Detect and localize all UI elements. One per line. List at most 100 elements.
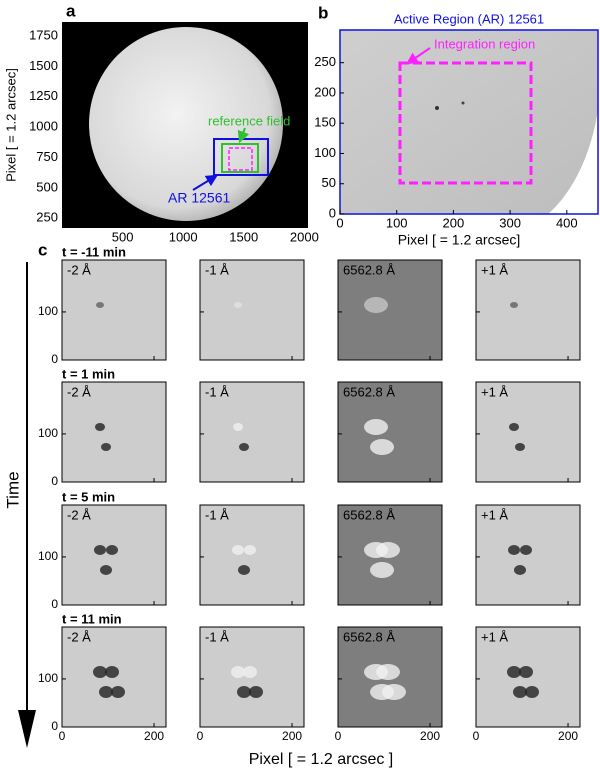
y-tick-label: 0 xyxy=(51,352,58,366)
filtergram xyxy=(61,504,167,606)
y-tick-label: 100 xyxy=(314,145,336,160)
ar-label: AR 12561 xyxy=(168,190,230,206)
x-tick-label: 200 xyxy=(558,729,578,743)
feature xyxy=(514,565,526,575)
wavelength-label: -1 Å xyxy=(205,629,229,644)
y-tick-label: 250 xyxy=(314,54,336,69)
wavelength-label: -1 Å xyxy=(205,384,229,399)
panel-label: c xyxy=(38,240,47,259)
filtergram xyxy=(61,381,167,483)
annotation: Integration region xyxy=(434,36,535,51)
x-tick-label: 200 xyxy=(420,729,440,743)
sunspot xyxy=(435,106,439,110)
x-tick-label: 1500 xyxy=(229,229,258,244)
feature xyxy=(525,686,539,698)
wavelength-label: -2 Å xyxy=(67,262,91,277)
feature xyxy=(519,666,533,678)
wavelength-label: -1 Å xyxy=(205,507,229,522)
feature xyxy=(99,686,113,698)
wavelength-label: +1 Å xyxy=(481,507,508,522)
feature xyxy=(376,664,400,680)
wavelength-label: 6562.8 Å xyxy=(343,507,395,522)
x-tick-label: 2000 xyxy=(290,229,319,244)
feature xyxy=(111,686,125,698)
x-axis-label: Pixel [ = 1.2 arcsec ] xyxy=(249,751,394,768)
wavelength-label: +1 Å xyxy=(481,384,508,399)
feature xyxy=(364,297,388,313)
y-tick-label: 50 xyxy=(322,175,336,190)
x-tick-label: 0 xyxy=(335,729,342,743)
x-tick-label: 1000 xyxy=(169,229,198,244)
y-tick-label: 100 xyxy=(38,549,58,563)
y-tick-label: 0 xyxy=(329,205,336,220)
feature xyxy=(249,686,263,698)
feature xyxy=(244,545,256,555)
time-label: t = -11 min xyxy=(62,244,126,259)
time-label: t = 1 min xyxy=(62,366,115,381)
x-tick-label: 0 xyxy=(473,729,480,743)
y-axis-label: Pixel [ = 1.2 arcsec] xyxy=(3,68,18,182)
feature xyxy=(101,443,111,451)
filtergram xyxy=(337,259,443,361)
feature xyxy=(232,545,244,555)
wavelength-label: 6562.8 Å xyxy=(343,384,395,399)
x-tick-label: 200 xyxy=(443,215,465,230)
feature xyxy=(370,439,394,455)
y-tick-label: 0 xyxy=(51,597,58,611)
filtergram xyxy=(337,381,443,483)
feature xyxy=(513,686,527,698)
panel-title: Active Region (AR) 12561 xyxy=(394,11,544,26)
wavelength-label: 6562.8 Å xyxy=(343,629,395,644)
feature xyxy=(106,545,118,555)
filtergram xyxy=(475,259,581,361)
filtergram xyxy=(199,259,305,361)
panel-label: b xyxy=(318,3,328,22)
feature xyxy=(370,562,394,578)
wavelength-label: +1 Å xyxy=(481,629,508,644)
wavelength-label: +1 Å xyxy=(481,262,508,277)
feature xyxy=(507,666,521,678)
time-arrow-head xyxy=(18,710,36,748)
feature xyxy=(96,302,104,308)
limb xyxy=(548,110,598,214)
y-tick-label: 150 xyxy=(314,115,336,130)
y-tick-label: 750 xyxy=(36,149,58,164)
integration-arrow xyxy=(406,47,431,65)
x-tick-label: 0 xyxy=(336,215,343,230)
x-tick-label: 100 xyxy=(386,215,408,230)
feature xyxy=(510,302,518,308)
x-axis-label: Pixel [ = 1.2 arcsec] xyxy=(398,232,521,248)
y-tick-label: 250 xyxy=(36,210,58,225)
feature xyxy=(100,565,112,575)
feature xyxy=(376,542,400,558)
y-tick-label: 1000 xyxy=(29,119,58,134)
y-tick-label: 200 xyxy=(314,84,336,99)
feature xyxy=(243,666,257,678)
y-axis-label: Time xyxy=(3,471,22,508)
sunspot xyxy=(461,101,465,105)
ar-arrow xyxy=(192,174,219,191)
y-tick-label: 1750 xyxy=(29,27,58,42)
time-label: t = 11 min xyxy=(62,611,122,626)
feature xyxy=(515,443,525,451)
integration-box-small xyxy=(228,147,253,171)
feature xyxy=(95,423,105,431)
x-tick-label: 400 xyxy=(556,215,578,230)
feature xyxy=(508,545,520,555)
feature xyxy=(364,419,388,435)
y-tick-label: 100 xyxy=(38,304,58,318)
feature xyxy=(239,443,249,451)
frame xyxy=(339,29,599,215)
feature xyxy=(238,565,250,575)
wavelength-label: -1 Å xyxy=(205,262,229,277)
feature xyxy=(105,666,119,678)
filtergram xyxy=(475,504,581,606)
feature xyxy=(94,545,106,555)
wavelength-label: -2 Å xyxy=(67,629,91,644)
y-tick-label: 100 xyxy=(38,671,58,685)
filtergram xyxy=(475,381,581,483)
x-tick-label: 200 xyxy=(144,729,164,743)
filtergram xyxy=(61,259,167,361)
panel-label: a xyxy=(66,1,76,20)
